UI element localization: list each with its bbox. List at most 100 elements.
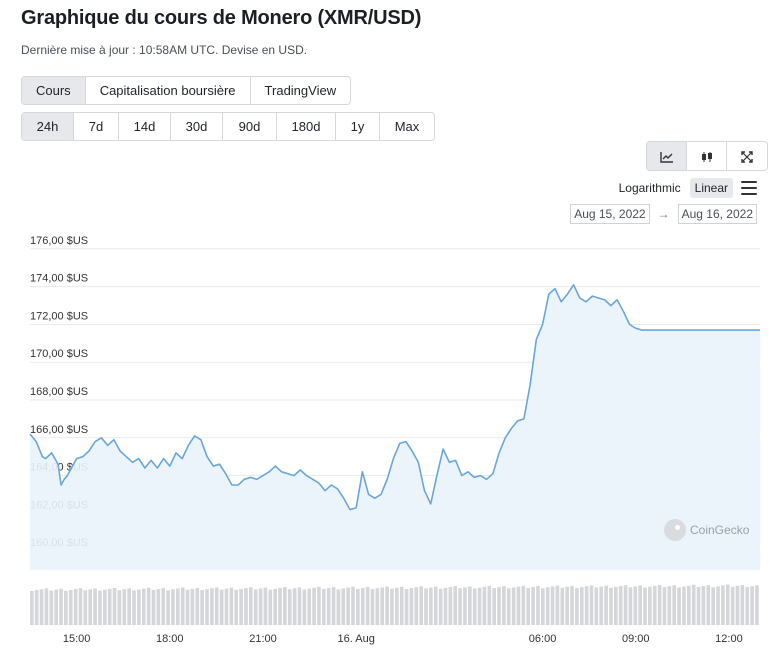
page-title: Graphique du cours de Monero (XMR/USD)	[21, 7, 422, 29]
range-24h-button[interactable]: 24h	[22, 113, 74, 140]
volume-bar	[326, 588, 331, 625]
range-max-button[interactable]: Max	[394, 119, 420, 134]
volume-bar	[662, 587, 667, 625]
volume-bar	[112, 587, 117, 625]
tab-tradingview[interactable]: TradingView	[264, 83, 337, 98]
volume-bar	[482, 586, 487, 625]
volume-bar	[346, 587, 350, 625]
range-30d-button[interactable]: 30d	[171, 113, 223, 140]
line-chart-icon	[659, 152, 673, 163]
volume-bar	[356, 588, 360, 625]
volume-bar	[375, 588, 380, 625]
volume-bar	[68, 589, 73, 625]
fullscreen-button[interactable]	[727, 142, 767, 170]
line-chart-button[interactable]	[647, 142, 687, 170]
volume-bar	[210, 588, 214, 625]
volume-bar	[555, 585, 560, 625]
volume-bar	[171, 589, 175, 625]
volume-bar	[691, 584, 696, 625]
volume-bar	[166, 590, 170, 625]
volume-bar	[701, 586, 706, 625]
volume-bar	[263, 587, 268, 625]
volume-bar	[448, 586, 453, 625]
volume-bar	[205, 589, 209, 625]
range-180d-button[interactable]: 180d	[277, 113, 336, 140]
volume-bar	[721, 585, 725, 625]
volume-bar	[463, 587, 467, 625]
volume-bar	[322, 588, 326, 625]
volume-bar	[297, 587, 302, 625]
volume-bar	[214, 587, 219, 625]
volume-bar	[127, 588, 131, 625]
date-range: Aug 15, 2022 → Aug 16, 2022	[570, 204, 757, 224]
y-tick-label: 168,00 $US	[30, 386, 88, 398]
volume-bar	[351, 586, 355, 625]
volume-bar	[64, 590, 68, 625]
volume-bar	[550, 586, 555, 625]
volume-bar	[88, 589, 93, 625]
volume-bar	[239, 589, 243, 625]
range-14d-button[interactable]: 14d	[119, 113, 171, 140]
range-1y-button[interactable]: 1y	[336, 113, 380, 140]
volume-bar	[750, 586, 754, 625]
volume-bar	[740, 584, 745, 625]
volume-bar	[521, 585, 526, 625]
volume-bar	[730, 586, 735, 625]
coingecko-watermark: CoinGecko	[664, 519, 749, 541]
volume-bar	[682, 586, 686, 625]
volume-bar	[531, 586, 535, 625]
volume-bar	[132, 590, 136, 625]
volume-bar	[618, 586, 623, 625]
volume-bar	[395, 587, 399, 625]
tab-market-cap[interactable]: Capitalisation boursière	[86, 77, 251, 104]
date-from-input[interactable]: Aug 15, 2022	[570, 204, 650, 224]
volume-bar	[83, 590, 88, 625]
x-tick-label: 16. Aug	[338, 633, 375, 645]
volume-bar	[34, 590, 39, 625]
volume-bar	[419, 586, 423, 625]
volume-bar	[409, 588, 414, 625]
x-axis-labels: 15:00 18:00 21:00 16. Aug 06:00 09:00 12:00	[63, 633, 743, 645]
x-tick-label: 12:00	[715, 633, 743, 645]
volume-bar	[49, 590, 54, 625]
volume-bar	[623, 585, 628, 625]
volume-bar	[570, 585, 574, 625]
volume-bar	[706, 585, 711, 625]
logarithmic-scale-button[interactable]: Logarithmic	[618, 181, 681, 195]
volume-bar	[458, 588, 462, 625]
tab-cours[interactable]: Cours	[22, 77, 86, 104]
range-90d-button[interactable]: 90d	[223, 113, 277, 140]
volume-bar	[287, 589, 292, 625]
volume-bar	[468, 586, 472, 625]
volume-bar	[93, 588, 97, 625]
coingecko-logo-icon	[664, 519, 686, 541]
volume-bar	[404, 588, 409, 625]
volume-bar	[307, 588, 312, 625]
volume-bar	[443, 587, 448, 625]
volume-bar	[117, 590, 122, 625]
volume-bar	[638, 585, 642, 625]
volume-bar	[278, 587, 282, 625]
volume-bar	[541, 588, 545, 625]
volume-bar	[429, 587, 433, 625]
volume-bar	[633, 586, 638, 625]
volume-bar	[667, 586, 672, 625]
range-7d-button[interactable]: 7d	[74, 113, 119, 140]
volume-bar	[477, 587, 482, 625]
volume-bar	[360, 587, 365, 625]
candlestick-button[interactable]	[687, 142, 727, 170]
volume-bar	[380, 587, 385, 625]
volume-bar	[677, 587, 681, 625]
date-to-input[interactable]: Aug 16, 2022	[677, 204, 757, 224]
volume-bar	[536, 586, 540, 625]
linear-scale-button[interactable]: Linear	[689, 178, 733, 198]
volume-bars	[30, 584, 759, 625]
volume-bar	[151, 589, 156, 625]
volume-bar	[604, 585, 608, 625]
y-tick-label: 172,00 $US	[30, 310, 88, 322]
hamburger-menu-icon[interactable]	[741, 181, 757, 195]
volume-bar	[336, 589, 341, 625]
volume-bar	[190, 588, 195, 625]
volume-bar	[107, 588, 112, 625]
volume-bar	[365, 587, 370, 625]
